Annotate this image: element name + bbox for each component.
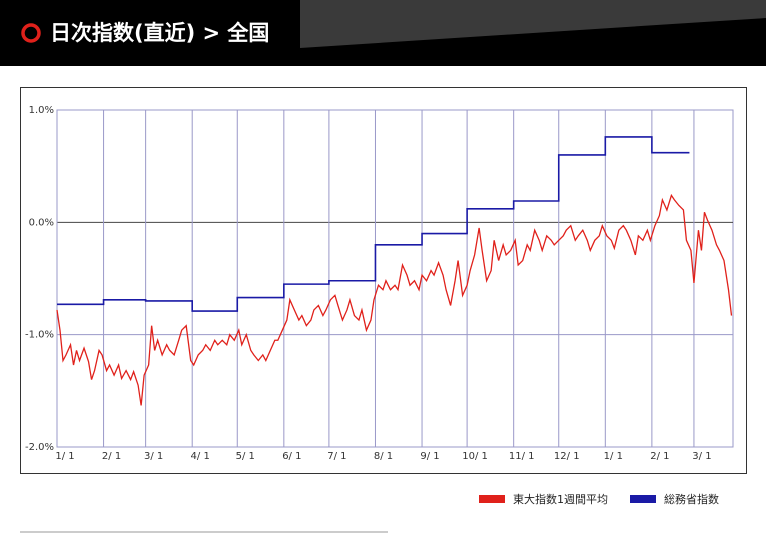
header-shade xyxy=(300,0,766,48)
x-tick-label: 7/ 1 xyxy=(327,451,346,462)
legend-label: 総務省指数 xyxy=(664,492,719,506)
x-tick-label: 1/ 1 xyxy=(55,451,74,462)
header-title: 日次指数(直近) > 全国 xyxy=(50,21,269,45)
y-tick-label: 0.0% xyxy=(29,217,54,228)
y-tick-label: -1.0% xyxy=(25,330,54,341)
x-tick-label: 5/ 1 xyxy=(236,451,255,462)
legend-label: 東大指数1週間平均 xyxy=(513,492,608,506)
x-tick-label: 3/ 1 xyxy=(144,451,163,462)
x-tick-label: 4/ 1 xyxy=(191,451,210,462)
chart: 1.0%0.0%-1.0%-2.0%1/ 1 2/ 1 3/ 1 4/ 1 5/ 1 6/… xyxy=(25,105,734,506)
legend-swatch xyxy=(479,495,505,503)
series-line xyxy=(57,136,690,312)
x-tick-label: 1/ 1 xyxy=(604,451,623,462)
y-tick-label: -2.0% xyxy=(25,442,54,453)
x-tick-label: 2/ 1 xyxy=(102,451,121,462)
header-icon xyxy=(21,23,41,43)
x-tick-label: 9/ 1 xyxy=(420,451,439,462)
x-tick-label: 3/ 1 xyxy=(692,451,711,462)
x-tick-label: 10/ 1 xyxy=(462,451,488,462)
x-tick-label: 2/ 1 xyxy=(650,451,669,462)
legend-swatch xyxy=(630,495,656,503)
x-tick-label: 8/ 1 xyxy=(374,451,393,462)
x-tick-label: 12/ 1 xyxy=(554,451,580,462)
x-tick-label: 11/ 1 xyxy=(509,451,535,462)
series-line xyxy=(56,193,733,406)
y-tick-label: 1.0% xyxy=(29,105,54,116)
chart-frame xyxy=(20,87,747,474)
x-tick-label: 6/ 1 xyxy=(282,451,301,462)
